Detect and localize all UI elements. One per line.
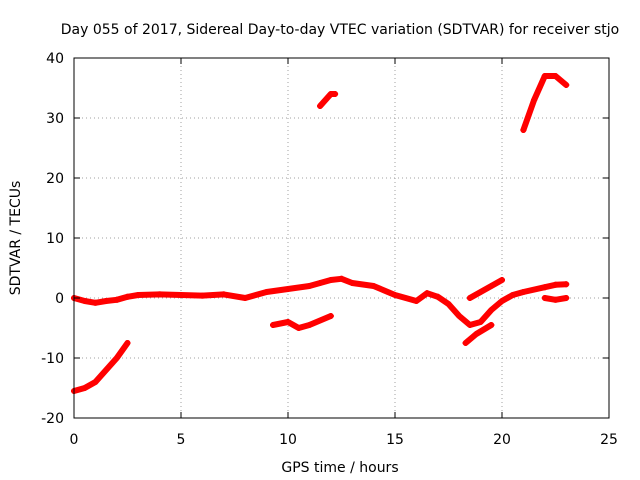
data-point xyxy=(552,281,559,288)
data-point xyxy=(499,298,505,304)
data-point xyxy=(477,319,484,325)
data-point xyxy=(317,280,324,286)
data-point xyxy=(370,283,377,289)
data-point xyxy=(466,322,473,328)
data-point xyxy=(563,82,570,88)
series-main-trace xyxy=(71,275,570,328)
data-series xyxy=(71,73,570,394)
series-late-low-segment xyxy=(462,322,495,346)
series-early-segment xyxy=(71,340,131,394)
y-axis-label: SDTVAR / TECUs xyxy=(8,181,24,296)
data-point xyxy=(520,127,527,133)
data-point xyxy=(220,291,227,298)
series-line xyxy=(466,277,505,301)
data-point xyxy=(263,289,270,295)
data-point xyxy=(124,293,131,300)
series-line xyxy=(71,340,131,394)
series-line xyxy=(520,73,570,133)
data-point xyxy=(466,295,473,301)
data-point xyxy=(541,73,548,79)
axis-ticks: 0 5 10 15 20 25 -20 -10 0 10 20 30 40 xyxy=(41,51,618,448)
data-point xyxy=(456,313,463,319)
chart-title: Day 055 of 2017, Sidereal Day-to-day VTE… xyxy=(61,22,619,38)
data-point xyxy=(462,340,469,346)
x-tick-label: 10 xyxy=(279,432,297,448)
x-tick-label: 20 xyxy=(493,432,511,448)
data-point xyxy=(81,298,88,304)
data-point xyxy=(473,331,480,337)
data-point xyxy=(531,97,538,103)
data-point xyxy=(509,292,516,298)
y-tick-label: 30 xyxy=(46,111,64,127)
data-point xyxy=(199,292,206,299)
data-point xyxy=(392,292,398,298)
data-point xyxy=(338,275,345,282)
data-point xyxy=(327,313,334,319)
data-point xyxy=(477,289,484,295)
y-tick-label: 0 xyxy=(55,291,64,307)
data-point xyxy=(349,280,356,286)
data-point xyxy=(242,295,249,301)
series-end-segment xyxy=(541,295,570,303)
data-point xyxy=(92,379,99,385)
data-point xyxy=(541,295,548,301)
series-late-high-segment xyxy=(520,73,570,133)
x-tick-label: 15 xyxy=(386,432,404,448)
data-point xyxy=(317,103,324,109)
data-point xyxy=(306,322,313,328)
y-tick-label: 20 xyxy=(46,171,64,187)
data-point xyxy=(270,322,277,328)
y-tick-label: 10 xyxy=(46,231,64,247)
x-tick-label: 25 xyxy=(600,432,618,448)
data-point xyxy=(445,301,452,307)
data-point xyxy=(541,284,548,291)
data-point xyxy=(499,277,505,283)
series-noon-high-segment xyxy=(317,91,339,109)
data-point xyxy=(488,307,495,313)
data-point xyxy=(424,290,431,297)
data-point xyxy=(327,277,334,283)
data-point xyxy=(113,355,120,361)
data-point xyxy=(156,291,163,298)
data-point xyxy=(178,292,184,298)
data-point xyxy=(413,298,420,304)
grid xyxy=(74,58,609,418)
y-tick-label: -20 xyxy=(41,411,64,427)
data-point xyxy=(295,325,302,331)
data-point xyxy=(285,319,291,325)
data-point xyxy=(563,295,570,301)
y-tick-label: 40 xyxy=(46,51,64,67)
data-point xyxy=(306,283,313,289)
data-point xyxy=(434,293,441,300)
series-line xyxy=(270,313,334,331)
data-point xyxy=(552,73,559,79)
data-point xyxy=(285,286,291,292)
series-line xyxy=(317,91,339,109)
data-point xyxy=(488,322,495,328)
data-point xyxy=(103,367,110,373)
series-evening-segment xyxy=(466,277,505,301)
data-point xyxy=(135,292,142,298)
x-axis-label: GPS time / hours xyxy=(281,460,398,476)
x-tick-label: 5 xyxy=(177,432,186,448)
data-point xyxy=(552,296,559,303)
data-point xyxy=(124,340,131,346)
data-point xyxy=(332,91,339,97)
data-point xyxy=(92,299,99,306)
x-tick-label: 0 xyxy=(70,432,79,448)
y-tick-label: -10 xyxy=(41,351,64,367)
series-midday-low-segment xyxy=(270,313,334,331)
data-point xyxy=(81,385,88,391)
data-point xyxy=(113,296,120,303)
data-point xyxy=(520,289,527,295)
data-point xyxy=(103,298,110,304)
data-point xyxy=(563,281,570,288)
data-point xyxy=(488,283,495,289)
